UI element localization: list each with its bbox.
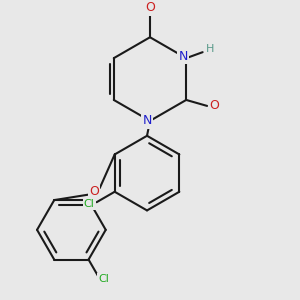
Text: N: N — [142, 114, 152, 128]
Text: O: O — [210, 99, 220, 112]
Text: N: N — [178, 50, 188, 63]
Text: O: O — [89, 184, 99, 197]
Text: Cl: Cl — [84, 199, 94, 209]
Text: H: H — [206, 44, 214, 54]
Text: O: O — [145, 2, 155, 14]
Text: Cl: Cl — [98, 274, 109, 284]
